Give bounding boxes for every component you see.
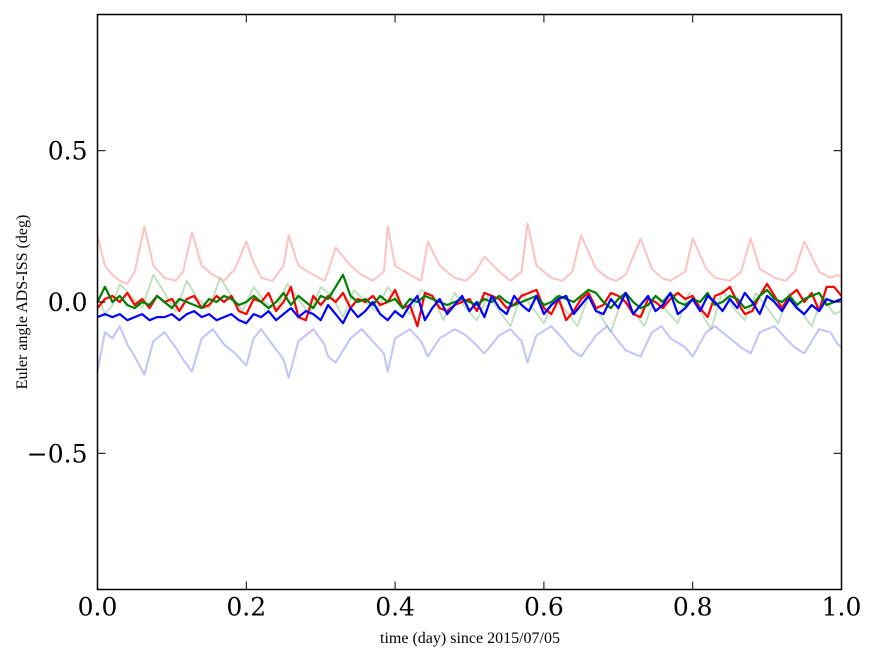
x-tick-label: 0.2 xyxy=(226,593,266,622)
series-line-3 xyxy=(96,325,843,379)
series-line-4 xyxy=(96,282,843,328)
y-tick-label: 0.0 xyxy=(48,288,88,317)
y-tick-label: 0.5 xyxy=(48,137,88,166)
tick-labels-group: 0.0 0.2 0.4 0.6 0.8 1.0 −0.5 0.0 0.5 xyxy=(27,137,862,622)
x-tick-label: 0.4 xyxy=(375,593,415,622)
x-tick-label: 1.0 xyxy=(822,593,862,622)
series-group xyxy=(96,222,843,379)
x-tick-label: 0.6 xyxy=(524,593,564,622)
x-tick-label: 0.0 xyxy=(78,593,118,622)
ticks-group xyxy=(97,14,842,590)
y-tick-label: −0.5 xyxy=(27,439,88,468)
y-axis-title: Euler angle ADS-ISS (deg) xyxy=(14,215,31,390)
x-tick-label: 0.8 xyxy=(673,593,713,622)
series-line-1 xyxy=(96,222,843,285)
x-axis-title: time (day) since 2015/07/05 xyxy=(380,630,560,647)
series-line-6 xyxy=(97,291,842,325)
